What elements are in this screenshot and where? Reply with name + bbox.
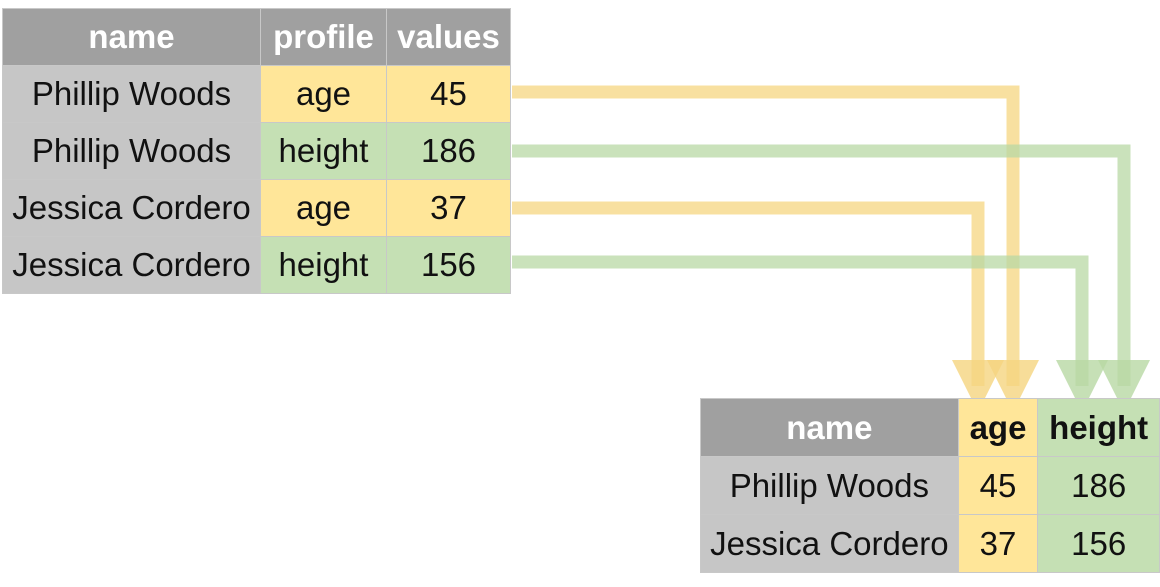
col-header-age: age (957, 398, 1039, 457)
profile-cell: age (260, 179, 387, 237)
col-header-name: name (700, 398, 959, 457)
col-header-name: name (2, 8, 261, 66)
name-cell: Jessica Cordero (2, 179, 261, 237)
name-cell: Phillip Woods (700, 456, 959, 515)
arrow-jessica-age (512, 201, 1004, 412)
table-row: Phillip Woods age 45 (2, 65, 511, 123)
arrow-phillip-age (512, 85, 1039, 412)
table-row: Jessica Cordero height 156 (2, 236, 511, 294)
profile-cell: height (260, 122, 387, 180)
table-row: Phillip Woods 45 186 (700, 456, 1160, 515)
height-cell: 186 (1037, 456, 1160, 515)
name-cell: Jessica Cordero (2, 236, 261, 294)
age-cell: 45 (957, 456, 1039, 515)
height-cell: 156 (1037, 514, 1160, 573)
arrow-phillip-height (512, 144, 1150, 412)
value-cell: 37 (386, 179, 511, 237)
wide-table-header-row: name age height (700, 398, 1160, 457)
profile-cell: height (260, 236, 387, 294)
value-cell: 156 (386, 236, 511, 294)
table-row: Jessica Cordero age 37 (2, 179, 511, 237)
col-header-profile: profile (260, 8, 387, 66)
table-row: Phillip Woods height 186 (2, 122, 511, 180)
long-format-table: name profile values Phillip Woods age 45… (2, 8, 511, 294)
age-cell: 37 (957, 514, 1039, 573)
value-cell: 186 (386, 122, 511, 180)
name-cell: Phillip Woods (2, 65, 261, 123)
arrow-jessica-height (512, 255, 1108, 412)
table-row: Jessica Cordero 37 156 (700, 514, 1160, 573)
col-header-height: height (1037, 398, 1160, 457)
value-cell: 45 (386, 65, 511, 123)
col-header-values: values (386, 8, 511, 66)
profile-cell: age (260, 65, 387, 123)
long-table-header-row: name profile values (2, 8, 511, 66)
wide-format-table: name age height Phillip Woods 45 186 Jes… (700, 398, 1160, 573)
name-cell: Jessica Cordero (700, 514, 959, 573)
name-cell: Phillip Woods (2, 122, 261, 180)
